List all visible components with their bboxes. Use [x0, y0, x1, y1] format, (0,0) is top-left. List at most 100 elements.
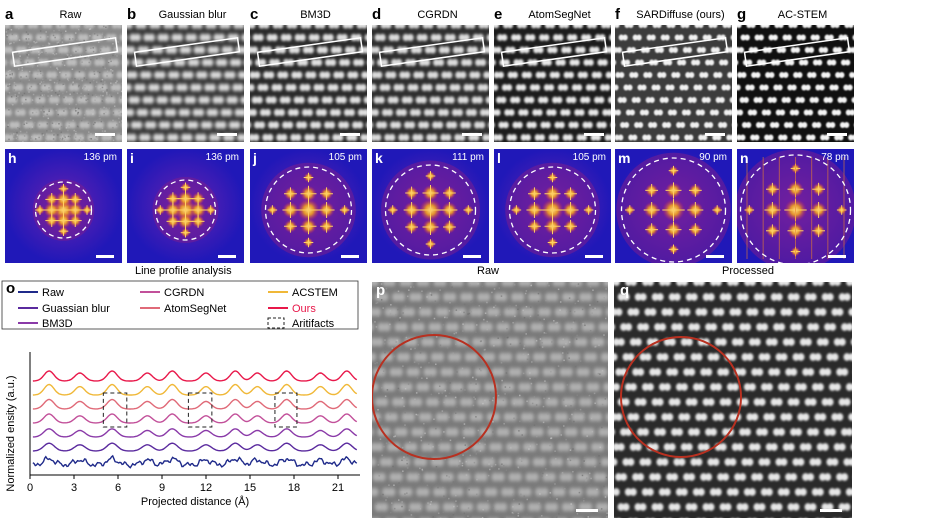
resolution-label: 90 pm — [699, 152, 727, 163]
series-line — [32, 383, 358, 396]
stem-image-atomseg — [494, 25, 611, 142]
processed-large-image — [614, 282, 852, 518]
x-tick-label: 0 — [27, 482, 33, 494]
legend-label: BM3D — [42, 318, 73, 330]
scale-bar — [95, 133, 115, 136]
resolution-ring — [34, 181, 93, 239]
panel-title: Raw — [59, 9, 82, 21]
caption-line-profile: Line profile analysis — [135, 265, 232, 277]
scale-bar — [828, 255, 846, 258]
resolution-ring — [384, 164, 477, 256]
series-line — [32, 370, 358, 382]
resolution-label: 136 pm — [205, 152, 239, 163]
scale-bar — [341, 255, 359, 258]
resolution-ring — [264, 166, 353, 254]
stem-image-bm3d — [250, 25, 367, 142]
resolution-ring — [154, 179, 217, 241]
fft-image-l: l 105 pm — [494, 149, 611, 263]
fft-image-i: i 136 pm — [127, 149, 244, 263]
scale-bar — [827, 133, 847, 136]
resolution-label: 111 pm — [452, 152, 484, 163]
legend-label: CGRDN — [164, 287, 204, 299]
scale-bar — [463, 255, 481, 258]
panel-label-q: q — [620, 282, 630, 299]
fft-image-n: n 78 pm — [737, 149, 854, 263]
panel-label-c: c — [250, 6, 259, 23]
scale-bar — [584, 133, 604, 136]
panel-label-i: i — [130, 150, 134, 166]
panel-label-e: e — [494, 6, 503, 23]
fft-image-j: j 105 pm — [250, 149, 367, 263]
scale-bar — [706, 255, 724, 258]
highlight-circle — [620, 336, 742, 458]
panel-title: AC-STEM — [777, 9, 828, 21]
panel-label-g: g — [737, 6, 747, 23]
panel-title: Gaussian blur — [158, 9, 227, 21]
scale-bar — [705, 133, 725, 136]
x-tick-label: 18 — [288, 482, 300, 494]
stem-image-cgrdn — [372, 25, 489, 142]
resolution-ring — [739, 154, 852, 263]
scale-bar — [585, 255, 603, 258]
scale-bar — [462, 133, 482, 136]
panel-label-m: m — [618, 150, 631, 166]
panel-label-b: b — [127, 6, 137, 23]
x-tick-label: 9 — [159, 482, 165, 494]
legend-artifact-swatch — [267, 317, 285, 329]
resolution-label: 136 pm — [83, 152, 117, 163]
panel-title: CGRDN — [417, 9, 458, 21]
panel-label-p: p — [376, 282, 386, 299]
legend-label: Ours — [292, 303, 316, 315]
line-profile-box — [256, 36, 364, 68]
series-line — [32, 442, 358, 452]
panel-label-f: f — [615, 6, 620, 23]
panel-label-j: j — [253, 150, 257, 166]
x-tick-label: 3 — [71, 482, 77, 494]
legend-label: Guassian blur — [42, 303, 110, 315]
panel-title: SARDiffuse (ours) — [636, 9, 725, 21]
x-tick-label: 15 — [244, 482, 256, 494]
scale-bar — [340, 133, 360, 136]
legend-label: ACSTEM — [292, 287, 338, 299]
series-line — [32, 398, 358, 410]
caption-processed: Processed — [722, 265, 774, 277]
scale-bar — [218, 255, 236, 258]
scale-bar — [217, 133, 237, 136]
panel-label-n: n — [740, 150, 749, 166]
scale-bar — [820, 509, 842, 512]
legend-label: Raw — [42, 287, 64, 299]
resolution-ring — [620, 157, 727, 263]
x-tick-label: 6 — [115, 482, 121, 494]
stem-image-sard — [615, 25, 732, 142]
fft-image-k: k 111 pm — [372, 149, 489, 263]
panel-label-l: l — [497, 150, 501, 166]
panel-title: AtomSegNet — [528, 9, 591, 21]
artifact-box — [187, 392, 213, 428]
line-profile-box — [621, 36, 729, 68]
resolution-label: 105 pm — [328, 152, 362, 163]
series-line — [32, 413, 358, 424]
panel-label-o: o — [6, 280, 16, 297]
resolution-ring — [508, 166, 597, 254]
line-profile-box — [133, 36, 241, 68]
line-profile-box — [378, 36, 486, 68]
series-line — [32, 454, 358, 469]
caption-raw: Raw — [477, 265, 500, 277]
fft-image-h: h 136 pm — [5, 149, 122, 263]
line-profile-chart: 0 3 6 9 12 15 18 21 Projected distance (Å) Normal… — [1, 280, 360, 508]
legend-label: Aritifacts — [292, 318, 335, 330]
scale-bar — [96, 255, 114, 258]
stem-image-raw — [5, 25, 122, 142]
x-tick-label: 12 — [200, 482, 212, 494]
legend-box — [1, 280, 359, 330]
panel-label-k: k — [375, 150, 383, 166]
legend-label: AtomSegNet — [164, 303, 226, 315]
x-axis-label: Projected distance (Å) — [141, 495, 249, 508]
line-profile-box — [743, 36, 851, 68]
x-tick-label: 21 — [332, 482, 344, 494]
line-profile-box — [500, 36, 608, 68]
panel-label-h: h — [8, 150, 17, 166]
raw-large-image — [372, 282, 608, 518]
panel-label-a: a — [5, 6, 14, 23]
line-profile-box — [11, 36, 119, 68]
